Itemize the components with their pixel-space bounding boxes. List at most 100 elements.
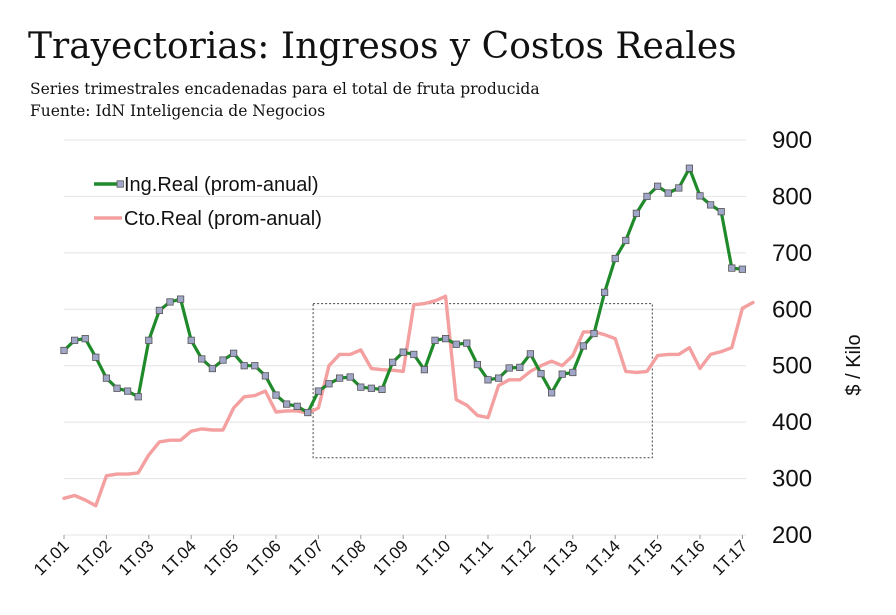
data-point (124, 387, 132, 395)
chart-source: Fuente: IdN Inteligencia de Negocios (30, 102, 326, 120)
data-point (71, 336, 79, 344)
data-point (548, 389, 556, 397)
highlight-rect (312, 303, 653, 459)
data-point (685, 164, 694, 172)
data-point (738, 265, 747, 273)
legend-label: Ing.Real (prom-anual) (124, 174, 319, 196)
data-point (410, 350, 418, 359)
data-point (92, 353, 100, 361)
data-point (272, 391, 280, 399)
data-point (282, 400, 291, 408)
y-tick-label: 300 (772, 466, 812, 493)
series-ing-real-line (62, 166, 745, 415)
data-point (60, 346, 68, 355)
x-tick-label: 1T.04 (157, 536, 200, 579)
y-tick-label: 900 (772, 127, 812, 154)
data-point (579, 342, 588, 350)
data-point (187, 336, 195, 344)
data-point (558, 370, 566, 378)
data-point (654, 182, 662, 190)
y-tick-label: 500 (772, 353, 812, 380)
data-point (357, 383, 365, 391)
data-point (601, 288, 609, 296)
data-point (516, 363, 524, 372)
data-point (494, 374, 503, 382)
data-point (590, 329, 598, 338)
data-point (484, 376, 492, 384)
x-tick-label: 1T.07 (284, 536, 327, 579)
data-point (399, 348, 407, 356)
data-point (314, 387, 323, 395)
x-tick-label: 1T.12 (496, 536, 539, 579)
chart-title: Trayectorias: Ingresos y Costos Reales (28, 26, 737, 67)
y-tick-label: 400 (772, 409, 812, 436)
data-point (240, 362, 248, 370)
x-tick-label: 1T.02 (72, 536, 115, 579)
y-tick-label: 600 (772, 296, 812, 323)
data-point (304, 408, 312, 417)
data-point (664, 189, 672, 197)
data-point (229, 349, 238, 357)
data-point (293, 402, 301, 410)
data-point (145, 336, 153, 344)
x-tick-label: 1T.15 (624, 536, 667, 579)
x-tick-label: 1T.09 (369, 536, 412, 579)
data-point (643, 192, 651, 201)
data-point (261, 372, 270, 380)
data-point (728, 264, 736, 272)
data-point (113, 384, 121, 392)
data-point (632, 209, 641, 217)
y-tick-label: 200 (772, 522, 812, 549)
data-point (325, 380, 333, 388)
legend-label: Cto.Real (prom-anual) (124, 208, 322, 230)
data-point (569, 368, 577, 377)
data-point (166, 298, 174, 306)
highlight-box (312, 303, 653, 459)
data-point (675, 184, 683, 192)
data-point (420, 366, 429, 374)
series-group (60, 164, 755, 508)
data-point (102, 374, 110, 382)
data-point (717, 208, 725, 216)
data-point (346, 373, 354, 381)
data-point (452, 340, 460, 348)
series-cto-real-line (62, 294, 755, 508)
x-tick-label: 1T.03 (115, 536, 158, 579)
data-point (463, 339, 471, 347)
data-point (537, 370, 545, 378)
y-axis-label: $ / Kilo (843, 334, 865, 395)
y-tick-label: 700 (772, 240, 812, 267)
data-point (335, 374, 344, 382)
data-point (251, 362, 259, 370)
data-point (81, 335, 89, 343)
x-tick-label: 1T.05 (200, 536, 243, 579)
legend-marker (116, 180, 124, 188)
x-tick-label: 1T.17 (708, 536, 751, 579)
data-point (622, 236, 630, 245)
data-point (155, 306, 163, 315)
chart-subtitle: Series trimestrales encadenadas para el … (30, 80, 540, 98)
data-point (696, 192, 704, 200)
data-point (611, 254, 619, 263)
data-point (208, 364, 216, 373)
data-point (431, 336, 439, 344)
x-axis: 1T.01 1T.02 1T.03 1T.04 1T.05 1T.06 1T.07 1T.08… (30, 535, 751, 579)
x-tick-label: 1T.08 (327, 536, 370, 579)
x-tick-label: 1T.11 (455, 536, 497, 578)
data-point (526, 350, 535, 358)
data-point (473, 360, 482, 369)
data-point (378, 385, 386, 394)
y-tick-label: 800 (772, 183, 812, 210)
data-point (707, 201, 715, 209)
x-tick-label: 1T.16 (666, 536, 709, 579)
x-tick-label: 1T.13 (539, 536, 582, 579)
x-tick-label: 1T.06 (242, 536, 285, 579)
data-point (219, 356, 227, 364)
legend: Ing.Real (prom-anual) Cto.Real (prom-anua… (94, 174, 322, 230)
data-point (134, 393, 142, 401)
data-point (367, 384, 376, 392)
x-tick-label: 1T.14 (581, 536, 624, 579)
x-tick-label: 1T.10 (412, 536, 455, 579)
y-axis: 200 300 400 500 600 700 800 900 (772, 127, 812, 549)
